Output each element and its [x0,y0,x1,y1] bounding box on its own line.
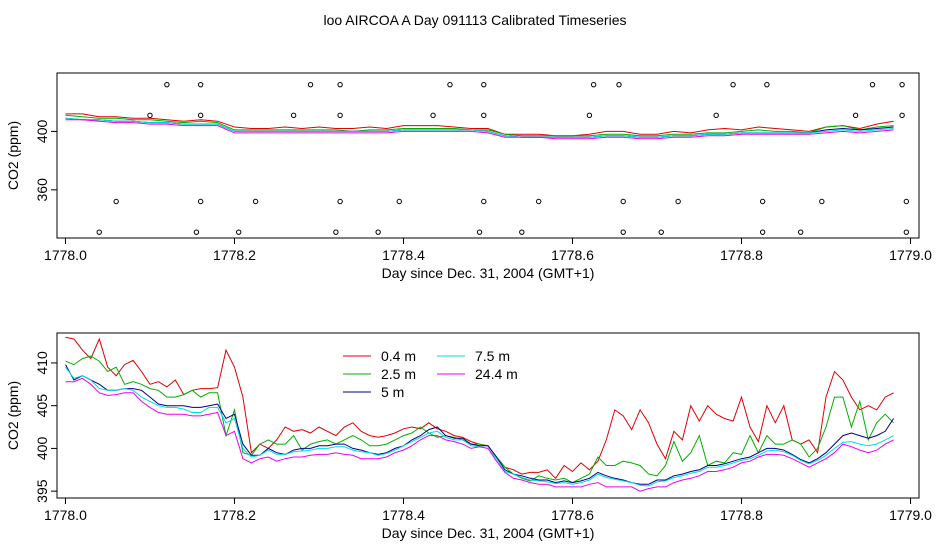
top-series-line [65,113,894,137]
top-x-tick-label: 1778.8 [720,247,763,263]
top-calibration-point [430,112,436,119]
top-calibration-point [197,198,204,205]
legend-entry: 0.4 m [381,348,416,364]
bottom-x-tick-label: 1778.0 [44,507,87,523]
top-calibration-point [252,198,259,205]
top-calibration-point [903,229,910,235]
top-calibration-point [481,81,487,88]
top-calibration-point [481,112,487,119]
top-calibration-point [620,198,626,205]
top-plot-frame [56,72,920,239]
top-calibration-point [447,81,453,88]
top-calibration-point [164,81,170,88]
top-calibration-point [147,112,153,119]
top-x-tick-label: 1778.6 [551,247,594,263]
top-calibration-point [333,229,339,235]
top-series-line [65,117,894,138]
top-panel: 1778.0 1778.2 1778.4 1778.6 1778.8 1779.0 360 4… [5,72,932,281]
bottom-x-tick-label: 1779.0 [889,507,932,523]
top-calibration-point [481,198,487,205]
top-x-axis-label: Day since Dec. 31, 2004 (GMT+1) [382,265,595,281]
top-calibration-point [337,198,343,205]
bottom-x-tick-label: 1778.2 [213,507,256,523]
bottom-series-line [65,355,894,484]
top-calibration-point [903,198,910,205]
top-y-tick-label: 400 [34,120,50,144]
top-y-axis-label: CO2 (ppm) [5,121,21,190]
top-series-line [65,114,894,137]
top-calibration-point [586,112,593,119]
bottom-x-tick-label: 1778.6 [551,507,594,523]
top-calibration-point [620,229,626,235]
top-calibration-point [536,198,542,205]
bottom-y-tick-label: 405 [34,394,50,418]
top-calibration-point [658,229,664,235]
top-calibration-point [113,198,119,205]
bottom-y-tick-label: 395 [34,479,50,503]
top-calibration-point [337,81,343,88]
bottom-series-line [65,377,894,492]
top-calibration-point [96,229,102,235]
top-x-tick-label: 1778.2 [213,247,256,263]
legend-entry: 7.5 m [475,348,510,364]
top-calibration-point [307,81,314,88]
top-calibration-point [899,81,905,88]
bottom-y-tick-label: 410 [34,351,50,375]
top-calibration-point [797,229,804,235]
bottom-x-tick-label: 1778.8 [720,507,763,523]
top-calibration-point [616,81,622,88]
top-calibration-point [852,112,859,119]
top-calibration-point [713,112,719,119]
top-series-line [65,119,894,140]
top-calibration-point [193,229,200,235]
top-calibration-point [759,229,766,235]
legend-entry: 2.5 m [381,366,416,382]
top-calibration-point [396,198,402,205]
bottom-panel: 1778.0 1778.2 1778.4 1778.6 1778.8 1779.0 395 4… [5,332,932,541]
top-x-tick-label: 1779.0 [889,247,932,263]
top-calibration-point [759,198,766,205]
bottom-y-axis-label: CO2 (ppm) [5,381,21,450]
legend-entry: 5 m [381,384,404,400]
top-calibration-point [869,81,876,88]
top-calibration-point [590,81,597,88]
legend-entry: 24.4 m [475,366,518,382]
top-calibration-point [197,112,204,119]
bottom-series-line [65,364,895,485]
bottom-y-tick-label: 400 [34,437,50,461]
top-calibration-point [730,81,736,88]
top-calibration-point [675,198,681,205]
bottom-series-line [65,366,894,487]
top-calibration-point [235,229,242,235]
top-x-tick-label: 1778.4 [382,247,425,263]
top-calibration-point [290,112,297,119]
top-calibration-point [519,229,525,235]
top-calibration-point [899,112,905,119]
top-calibration-point [819,198,825,205]
bottom-x-tick-label: 1778.4 [382,507,425,523]
bottom-x-axis-label: Day since Dec. 31, 2004 (GMT+1) [382,525,595,541]
top-y-tick-label: 360 [34,178,50,202]
top-calibration-point [476,229,483,235]
top-calibration-point [764,81,770,88]
bottom-plot-frame [56,332,920,499]
top-calibration-point [197,81,204,88]
figure-title: loo AIRCOA A Day 091113 Calibrated Times… [324,12,627,28]
top-x-tick-label: 1778.0 [44,247,87,263]
top-calibration-point [375,229,381,235]
top-calibration-point [337,112,343,119]
